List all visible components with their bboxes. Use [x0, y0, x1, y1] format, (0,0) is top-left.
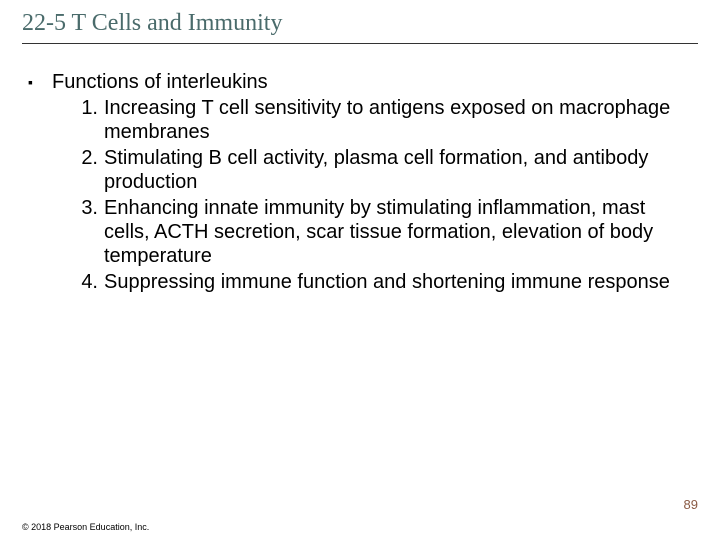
list-text: Increasing T cell sensitivity to antigen…	[104, 96, 692, 144]
slide-title: 22-5 T Cells and Immunity	[22, 10, 698, 44]
list-text: Enhancing innate immunity by stimulating…	[104, 196, 692, 268]
bullet-item: ▪ Functions of interleukins	[28, 70, 692, 94]
list-number: 1.	[76, 96, 104, 120]
page-number: 89	[684, 497, 698, 512]
list-item: 2. Stimulating B cell activity, plasma c…	[76, 146, 692, 194]
slide: 22-5 T Cells and Immunity ▪ Functions of…	[0, 0, 720, 540]
list-number: 4.	[76, 270, 104, 294]
numbered-list: 1. Increasing T cell sensitivity to anti…	[76, 96, 692, 294]
list-item: 4. Suppressing immune function and short…	[76, 270, 692, 294]
slide-content: ▪ Functions of interleukins 1. Increasin…	[28, 70, 692, 296]
list-number: 2.	[76, 146, 104, 170]
list-number: 3.	[76, 196, 104, 220]
list-item: 3. Enhancing innate immunity by stimulat…	[76, 196, 692, 268]
list-text: Suppressing immune function and shorteni…	[104, 270, 692, 294]
bullet-text: Functions of interleukins	[52, 70, 692, 94]
copyright-text: © 2018 Pearson Education, Inc.	[22, 522, 149, 532]
bullet-marker: ▪	[28, 70, 52, 91]
list-item: 1. Increasing T cell sensitivity to anti…	[76, 96, 692, 144]
list-text: Stimulating B cell activity, plasma cell…	[104, 146, 692, 194]
